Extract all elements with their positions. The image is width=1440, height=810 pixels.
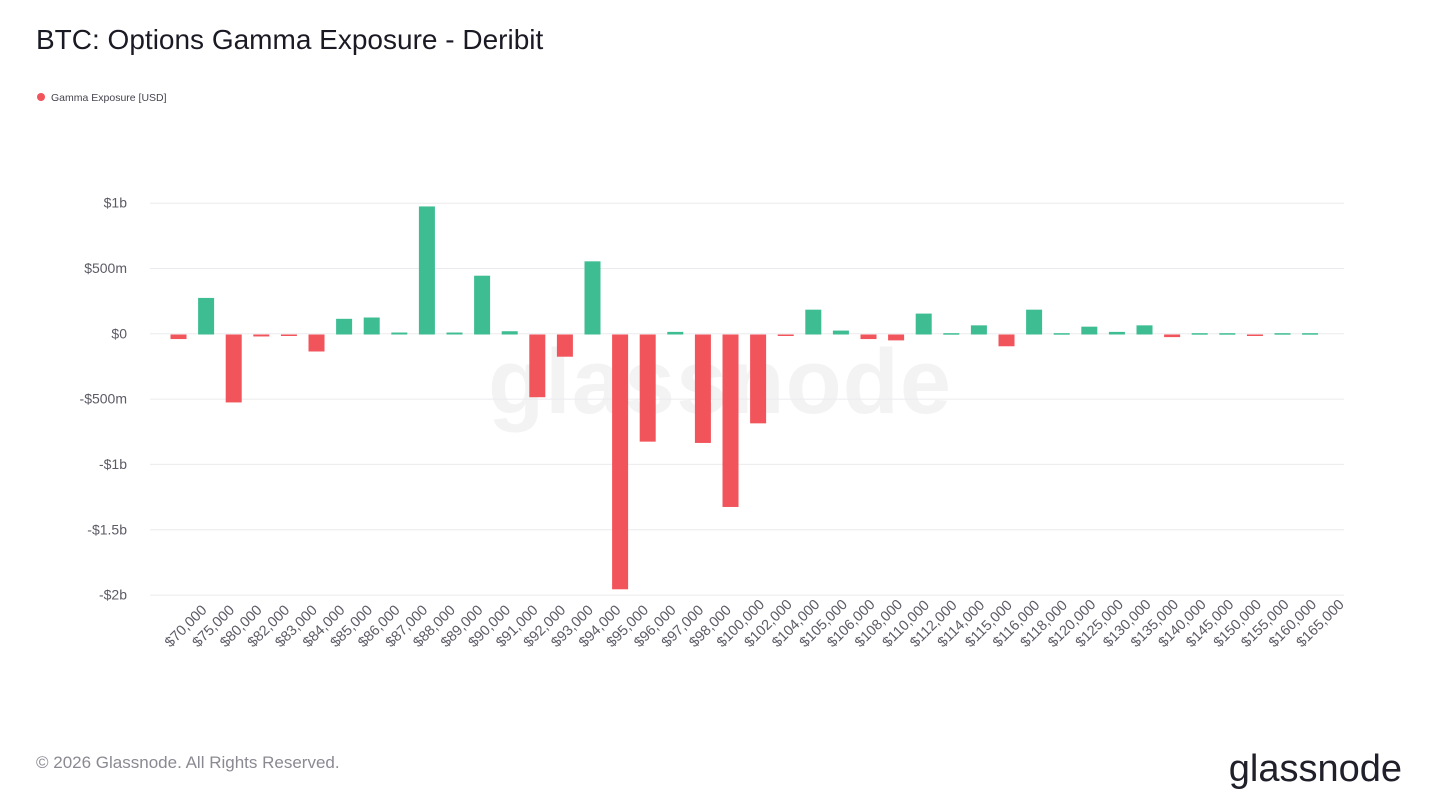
svg-text:-$1b: -$1b <box>99 456 127 472</box>
svg-text:$0: $0 <box>111 325 127 341</box>
svg-text:-$2b: -$2b <box>99 587 127 603</box>
svg-text:$500m: $500m <box>84 260 127 276</box>
svg-text:$1b: $1b <box>104 195 128 211</box>
svg-text:-$500m: -$500m <box>80 391 127 407</box>
svg-text:-$1.5b: -$1.5b <box>87 521 127 537</box>
